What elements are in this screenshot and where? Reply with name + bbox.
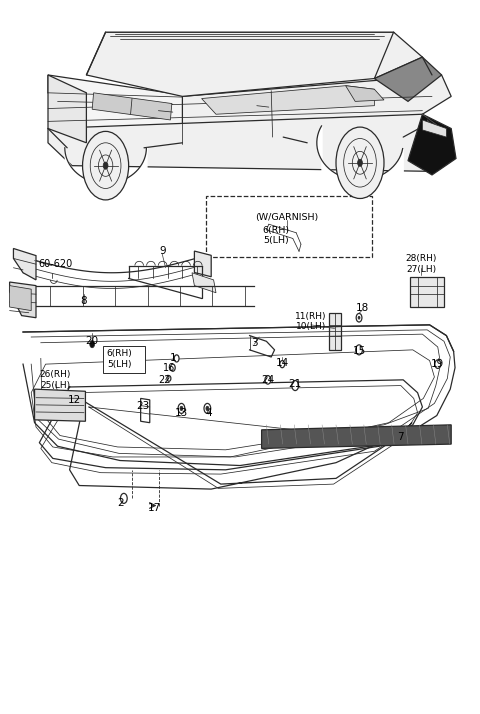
Polygon shape: [31, 350, 434, 457]
Polygon shape: [92, 93, 172, 120]
Text: 18: 18: [356, 303, 369, 313]
Circle shape: [170, 364, 175, 371]
Text: 14: 14: [276, 358, 289, 368]
Circle shape: [120, 493, 127, 503]
Polygon shape: [48, 114, 451, 171]
Circle shape: [103, 162, 108, 169]
Text: 19: 19: [431, 359, 444, 369]
Text: 24: 24: [261, 375, 275, 385]
Text: 12: 12: [68, 395, 81, 405]
Circle shape: [344, 139, 376, 187]
Circle shape: [356, 313, 362, 322]
Text: 16: 16: [163, 363, 175, 373]
Text: 7: 7: [397, 432, 404, 442]
Circle shape: [280, 361, 285, 368]
Circle shape: [206, 406, 209, 411]
Polygon shape: [194, 251, 211, 277]
Polygon shape: [422, 120, 446, 137]
Polygon shape: [182, 75, 451, 150]
Text: 13: 13: [175, 408, 188, 418]
Polygon shape: [410, 277, 444, 307]
Text: 6(RH)
5(LH): 6(RH) 5(LH): [106, 349, 132, 369]
Circle shape: [435, 360, 441, 368]
Text: 6(RH)
5(LH): 6(RH) 5(LH): [263, 226, 289, 246]
Text: 26(RH)
25(LH): 26(RH) 25(LH): [39, 370, 71, 390]
Polygon shape: [408, 114, 456, 175]
FancyBboxPatch shape: [103, 346, 145, 373]
Text: 15: 15: [352, 346, 366, 356]
Circle shape: [336, 127, 384, 198]
Polygon shape: [10, 286, 31, 311]
Text: 28(RH)
27(LH): 28(RH) 27(LH): [406, 254, 437, 274]
Text: 2: 2: [118, 498, 124, 508]
Circle shape: [204, 403, 211, 413]
Circle shape: [167, 376, 171, 381]
Text: 3: 3: [251, 338, 258, 348]
Circle shape: [174, 355, 179, 362]
Polygon shape: [192, 273, 216, 293]
Circle shape: [356, 345, 362, 355]
Circle shape: [90, 341, 95, 348]
Polygon shape: [13, 248, 36, 280]
Text: 21: 21: [288, 379, 302, 389]
Polygon shape: [262, 425, 451, 448]
Circle shape: [90, 143, 121, 188]
Polygon shape: [346, 86, 384, 101]
Text: 8: 8: [81, 296, 87, 306]
Text: 20: 20: [85, 336, 99, 346]
Text: 17: 17: [148, 503, 161, 513]
Circle shape: [180, 406, 183, 411]
Polygon shape: [374, 57, 442, 101]
Polygon shape: [86, 32, 422, 96]
Circle shape: [358, 316, 360, 319]
Text: 9: 9: [159, 246, 166, 256]
Text: 1: 1: [169, 353, 176, 363]
Polygon shape: [48, 75, 192, 150]
Circle shape: [265, 376, 271, 384]
Circle shape: [83, 131, 129, 200]
Polygon shape: [35, 389, 85, 421]
Circle shape: [352, 151, 368, 174]
Text: 22: 22: [158, 375, 170, 385]
Polygon shape: [141, 398, 150, 423]
FancyBboxPatch shape: [206, 196, 372, 257]
Polygon shape: [48, 75, 86, 143]
Circle shape: [178, 403, 185, 413]
Polygon shape: [329, 313, 341, 350]
Text: 60-620: 60-620: [38, 259, 72, 269]
Circle shape: [292, 381, 299, 391]
Polygon shape: [10, 282, 36, 318]
Text: 11(RH)
10(LH): 11(RH) 10(LH): [295, 311, 327, 331]
Circle shape: [358, 159, 362, 166]
Circle shape: [98, 155, 113, 176]
Text: 23: 23: [136, 401, 150, 411]
Text: 4: 4: [205, 408, 212, 418]
Polygon shape: [202, 86, 374, 114]
Text: (W/GARNISH): (W/GARNISH): [255, 213, 319, 222]
